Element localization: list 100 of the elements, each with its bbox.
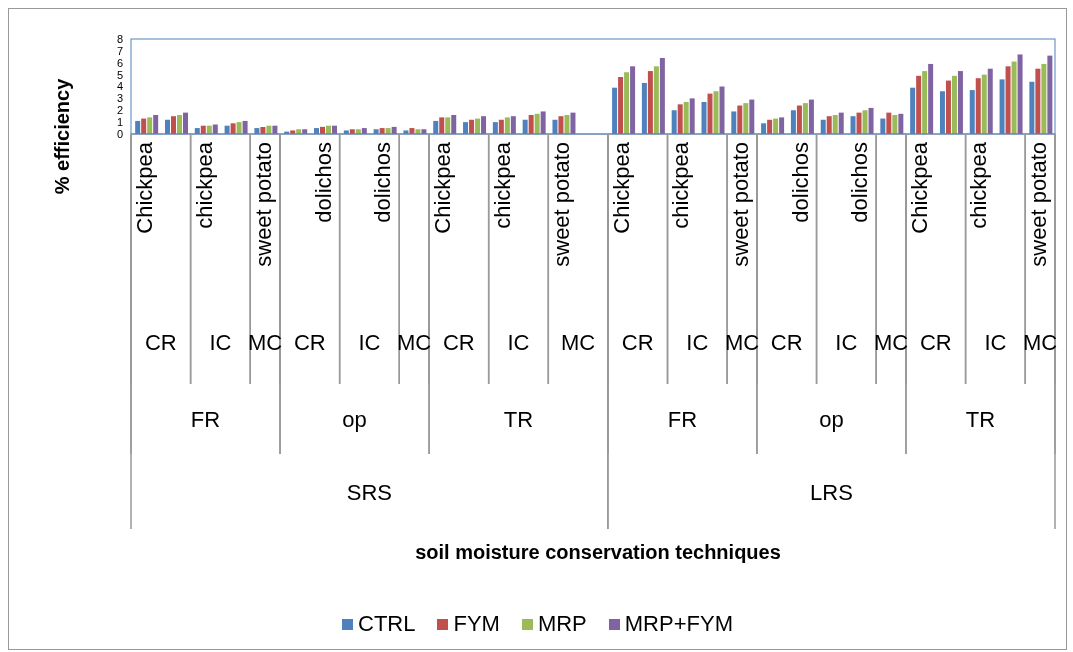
bar: [910, 87, 916, 134]
bar: [981, 74, 987, 134]
bar: [773, 118, 779, 134]
bar: [176, 115, 182, 134]
text: MC: [1022, 329, 1058, 355]
text: TR: [965, 407, 996, 432]
bar: [922, 71, 928, 134]
bar: [868, 107, 874, 134]
text: SRS: [346, 479, 393, 505]
bar: [671, 110, 677, 134]
bar: [1047, 55, 1053, 134]
text: MC: [248, 329, 283, 355]
bar: [683, 101, 689, 134]
bar: [1011, 61, 1017, 134]
y-axis-title: % efficiency: [51, 77, 73, 195]
text: CR: [442, 329, 475, 355]
text: CR: [919, 329, 952, 355]
bar: [862, 110, 868, 134]
bar: [1029, 81, 1035, 134]
bar: [820, 119, 826, 134]
bar: [689, 98, 695, 134]
bar: [969, 90, 975, 134]
y-tick-label: 7: [116, 44, 123, 57]
bar: [713, 91, 719, 134]
x-tick-label: dolichos: [847, 142, 873, 223]
x-tick-label: sweet potato: [549, 142, 575, 267]
y-tick-label: 6: [116, 56, 123, 69]
bar: [886, 112, 892, 134]
text: MC: [724, 329, 760, 355]
text: soil moisture conservation techniques: [415, 541, 781, 563]
text: CR: [770, 329, 803, 355]
text: op: [819, 407, 844, 432]
bar: [534, 113, 540, 134]
bar: [570, 112, 576, 134]
bar: [719, 86, 725, 134]
bar: [939, 91, 945, 134]
bar: [928, 63, 934, 134]
text: MC: [397, 329, 432, 355]
bar: [475, 118, 481, 134]
bar: [951, 75, 957, 134]
bar: [779, 117, 785, 134]
text: TR: [503, 407, 534, 432]
x-tick-label: chickpea: [668, 141, 694, 229]
bar: [153, 115, 159, 134]
bar: [170, 116, 176, 134]
x-tick-label: chickpea: [966, 141, 992, 229]
text: IC: [358, 329, 381, 355]
bar: [141, 118, 147, 134]
bar: [677, 104, 683, 134]
text: CR: [621, 329, 654, 355]
text: LRS: [810, 479, 853, 505]
bar: [147, 117, 153, 134]
bar: [731, 111, 737, 134]
text: FR: [667, 407, 698, 432]
bar: [463, 122, 469, 134]
bar: [898, 113, 904, 134]
bar: [135, 120, 141, 134]
legend-label: FYM: [452, 611, 500, 637]
bar: [707, 93, 713, 134]
text: FR: [190, 407, 221, 432]
bar: [790, 110, 796, 134]
bar: [445, 117, 451, 134]
bar: [504, 117, 510, 134]
bar: [510, 116, 516, 134]
bar: [624, 72, 630, 134]
bar: [945, 80, 951, 134]
bar: [856, 112, 862, 134]
y-tick-label: 0: [116, 127, 123, 140]
bar: [630, 66, 636, 134]
bar: [647, 71, 653, 134]
bar: [564, 115, 570, 134]
bar: [641, 82, 647, 134]
bar: [957, 71, 963, 134]
bar: [892, 115, 898, 134]
x-tick-label: sweet potato: [728, 142, 754, 267]
bar: [164, 119, 170, 134]
bar: [1041, 63, 1047, 134]
bar: [439, 117, 445, 134]
x-tick-label: chickpea: [191, 141, 217, 229]
x-tick-label: sweet potato: [251, 142, 277, 267]
bar: [802, 103, 808, 134]
x-tick-label: chickpea: [489, 141, 515, 229]
bar: [659, 58, 665, 134]
bar: [492, 122, 498, 134]
bar: [182, 112, 188, 134]
x-tick-label: Chickpea: [906, 141, 932, 234]
bar: [1035, 68, 1041, 134]
bar: [552, 119, 558, 134]
bar: [451, 115, 457, 134]
y-tick-label: 5: [116, 68, 123, 81]
x-tick-label: Chickpea: [429, 141, 455, 234]
bar: [975, 78, 981, 134]
y-tick-label: 3: [116, 92, 123, 105]
bar: [987, 68, 993, 134]
bar: [916, 75, 922, 134]
bar: [749, 99, 755, 134]
bar: [808, 99, 814, 134]
bar: [880, 118, 886, 134]
bar: [498, 119, 504, 134]
bar: [242, 120, 248, 134]
